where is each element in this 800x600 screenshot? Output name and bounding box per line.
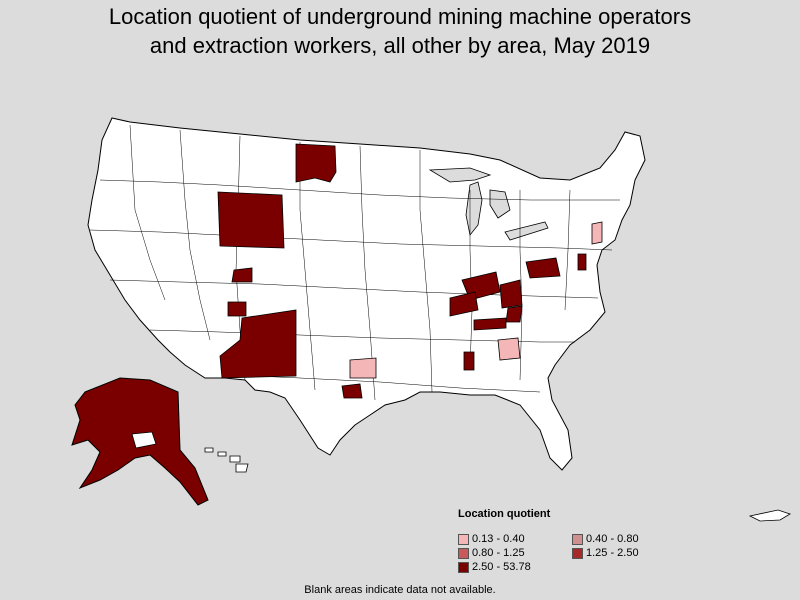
legend-label-2: 0.40 - 0.80: [586, 533, 639, 545]
footnote: Blank areas indicate data not available.: [304, 584, 496, 596]
area-west-virginia: [499, 279, 523, 309]
area-ohio-east: [525, 257, 561, 279]
legend-swatch-2: [572, 533, 583, 545]
legend-label-1: 0.13 - 0.40: [472, 533, 525, 545]
area-tennessee: [473, 317, 507, 331]
area-maryland: [577, 253, 587, 271]
map-title-line-1: Location quotient of underground mining …: [108, 4, 692, 29]
area-new-jersey: [591, 221, 603, 245]
legend: Location quotient 0.13 - 0.40 0.40 - 0.8…: [452, 506, 712, 581]
lake-erie: [504, 221, 549, 241]
lake-huron: [489, 189, 511, 219]
area-north-dakota-west: [295, 143, 337, 183]
area-utah-south: [227, 301, 247, 317]
area-kentucky: [449, 291, 479, 317]
low-lq-areas: [349, 221, 603, 379]
legend-item-2: 0.40 - 0.80: [572, 532, 639, 546]
area-boundaries: [89, 124, 620, 401]
area-wyoming: [217, 191, 285, 249]
legend-item-4: 1.25 - 2.50: [572, 546, 639, 560]
area-colorado-west: [231, 267, 253, 283]
area-texas-north: [349, 357, 377, 379]
legend-label-3: 0.80 - 1.25: [472, 547, 525, 559]
lake-superior: [428, 167, 492, 183]
legend-swatch-1: [458, 533, 469, 545]
legend-item-1: 0.13 - 0.40: [458, 532, 525, 546]
legend-label-5: 2.50 - 53.78: [472, 561, 531, 573]
high-lq-areas: [217, 143, 587, 399]
alaska-white-area: [131, 431, 157, 449]
legend-title: Location quotient: [458, 508, 551, 520]
legend-item-3: 0.80 - 1.25: [458, 546, 525, 560]
area-new-mexico: [219, 309, 297, 379]
area-georgia: [497, 337, 521, 361]
area-texas-west: [341, 383, 363, 399]
legend-swatch-3: [458, 547, 469, 559]
area-alabama: [463, 351, 475, 371]
legend-item-5: 2.50 - 53.78: [458, 560, 531, 574]
legend-swatch-5: [458, 561, 469, 573]
puerto-rico: [748, 509, 791, 522]
map-title-line-2: and extraction workers, all other by are…: [149, 33, 651, 58]
area-virginia-west: [505, 305, 523, 323]
hawaii: [204, 447, 249, 473]
map-title: Location quotient of underground mining …: [0, 2, 800, 60]
legend-label-4: 1.25 - 2.50: [586, 547, 639, 559]
legend-swatch-4: [572, 547, 583, 559]
